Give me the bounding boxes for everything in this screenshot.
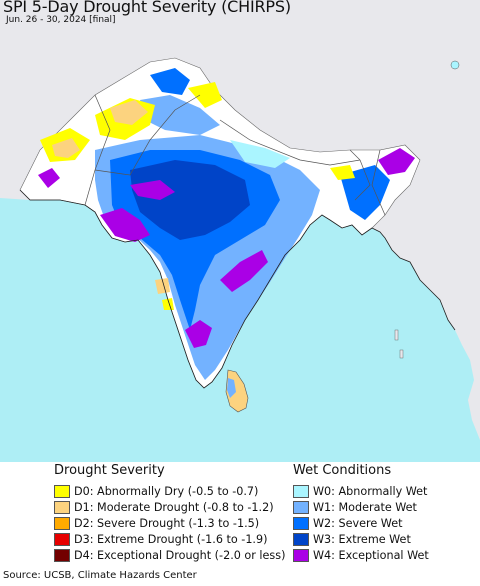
map-panel: SPI 5-Day Drought Severity (CHIRPS) Jun.… <box>0 0 480 462</box>
legend-label-w4: W4: Exceptional Wet <box>313 548 429 562</box>
swatch-w0 <box>293 484 309 498</box>
swatch-w2 <box>293 516 309 530</box>
swatch-w4 <box>293 548 309 562</box>
land-southeast <box>455 330 480 440</box>
legend-label-d0: D0: Abnormally Dry (-0.5 to -0.7) <box>74 484 259 498</box>
wet-w4-south <box>185 320 212 348</box>
andaman-islands <box>394 329 399 341</box>
legend-label-d1: D1: Moderate Drought (-0.8 to -1.2) <box>74 500 274 514</box>
map-subtitle: Jun. 26 - 30, 2024 [final] <box>6 15 116 25</box>
dry-d1-afghan <box>52 138 80 158</box>
dry-d0-south <box>162 298 174 310</box>
legend-item-w1: W1: Moderate Wet <box>293 499 417 515</box>
legend-label-w0: W0: Abnormally Wet <box>313 484 428 498</box>
wet-w4-east <box>220 250 268 292</box>
wet-w4-central <box>130 180 175 200</box>
swatch-d3 <box>54 532 70 546</box>
legend-item-d0: D0: Abnormally Dry (-0.5 to -0.7) <box>54 483 258 499</box>
wet-w4-northeast <box>378 148 415 175</box>
lake-feature <box>450 60 460 70</box>
legend-item-d1: D1: Moderate Drought (-0.8 to -1.2) <box>54 499 274 515</box>
dry-d0-north <box>188 82 222 108</box>
wet-w2-north <box>150 68 190 95</box>
swatch-d0 <box>54 484 70 498</box>
dry-d1-northwest <box>110 100 148 125</box>
legend-label-w1: W1: Moderate Wet <box>313 500 417 514</box>
legend-item-w4: W4: Exceptional Wet <box>293 547 429 563</box>
legend-label-d4: D4: Exceptional Drought (-2.0 or less) <box>74 548 286 562</box>
legend-label-d3: D3: Extreme Drought (-1.6 to -1.9) <box>74 532 268 546</box>
legend-item-d4: D4: Exceptional Drought (-2.0 or less) <box>54 547 285 563</box>
legend-item-d3: D3: Extreme Drought (-1.6 to -1.9) <box>54 531 267 547</box>
legend-label-d2: D2: Severe Drought (-1.3 to -1.5) <box>74 516 260 530</box>
swatch-d2 <box>54 516 70 530</box>
legend-item-w3: W3: Extreme Wet <box>293 531 411 547</box>
wet-w4-gujarat <box>100 208 150 242</box>
wet-legend-title: Wet Conditions <box>293 463 392 478</box>
drought-legend-title: Drought Severity <box>54 463 165 478</box>
swatch-w3 <box>293 532 309 546</box>
swatch-d4 <box>54 548 70 562</box>
dry-d1-south <box>155 278 170 294</box>
source-credit: Source: UCSB, Climate Hazards Center <box>3 570 197 581</box>
wet-w0-scatter <box>230 140 290 168</box>
sri-lanka-wet <box>227 378 236 398</box>
drought-map <box>0 0 480 462</box>
swatch-w1 <box>293 500 309 514</box>
legend-item-d2: D2: Severe Drought (-1.3 to -1.5) <box>54 515 259 531</box>
map-title: SPI 5-Day Drought Severity (CHIRPS) <box>3 0 291 16</box>
dry-d0-nepal <box>330 165 355 180</box>
legend-item-w2: W2: Severe Wet <box>293 515 402 531</box>
wet-w4-west <box>38 168 60 188</box>
country-borders <box>84 94 386 216</box>
nicobar-islands <box>399 349 404 359</box>
legend-label-w2: W2: Severe Wet <box>313 516 403 530</box>
wet-w1-north <box>140 95 220 135</box>
legend-item-w0: W0: Abnormally Wet <box>293 483 427 499</box>
swatch-d1 <box>54 500 70 514</box>
wet-w2-northeast <box>340 165 390 220</box>
legend-label-w3: W3: Extreme Wet <box>313 532 411 546</box>
coastline <box>19 189 456 389</box>
